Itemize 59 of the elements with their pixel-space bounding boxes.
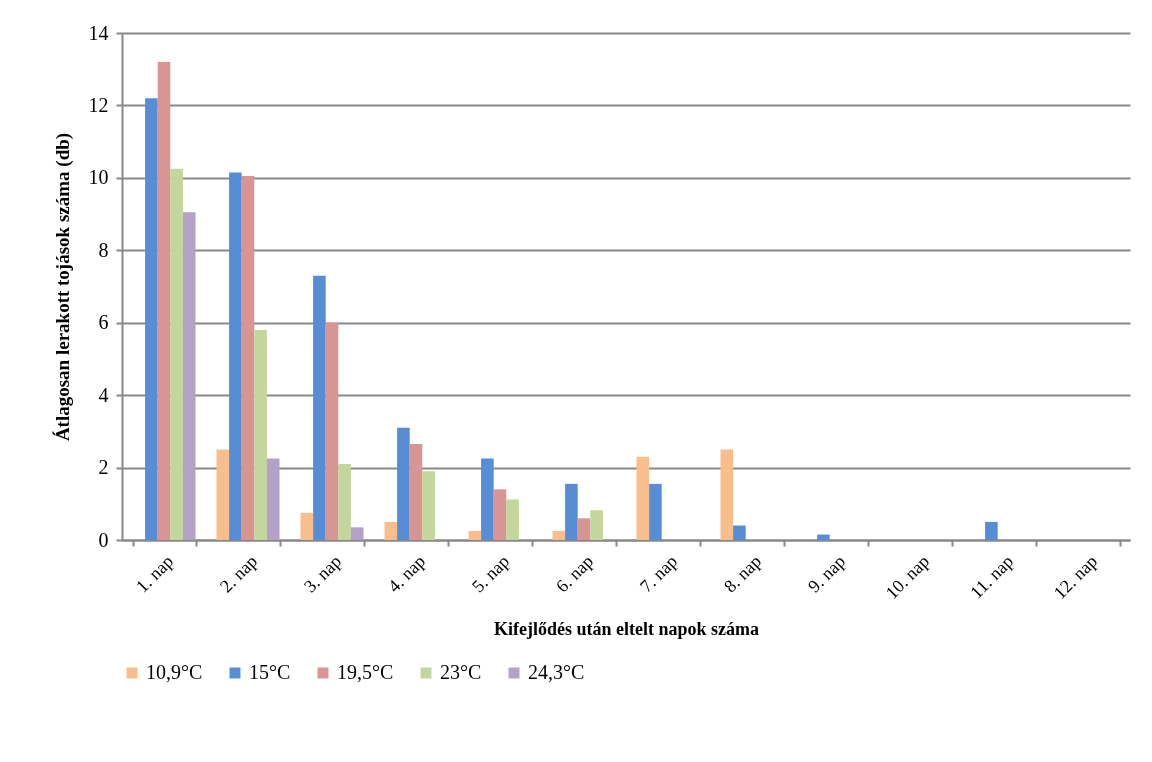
bar [229,172,242,540]
bar [409,444,423,540]
bar [649,483,662,540]
legend-label: 10,9°C [146,661,203,683]
y-tick-label: 4 [98,383,109,406]
y-axis-title: Átlagosan lerakott tojások száma (db) [51,132,74,442]
y-tick-label: 0 [98,528,109,551]
y-tick-label: 8 [98,238,109,261]
y-tick-label: 2 [98,456,109,479]
bar [241,176,255,540]
x-tick-label: 11. nap [966,551,1018,603]
bar [397,427,410,540]
bar [350,527,364,540]
x-tick-label: 1. nap [131,551,178,597]
bar [577,518,591,540]
bar [325,322,339,540]
y-tick-label: 12 [88,93,109,116]
bar [422,471,435,540]
bar [552,530,566,540]
bar [313,275,326,540]
y-tick-label: 10 [88,166,109,189]
bar [468,530,482,540]
x-tick-label: 4. nap [383,551,430,597]
bar [985,521,998,540]
bar [506,499,519,540]
x-tick-label: 10. nap [881,551,934,603]
bar [170,168,183,540]
y-tick-label: 6 [98,311,109,334]
bar [182,212,196,540]
bar [590,510,603,540]
legend-label: 23°C [440,661,482,683]
bar [254,329,267,540]
bar [733,525,746,540]
x-tick-label: 6. nap [551,551,598,597]
x-tick-label: 8. nap [719,551,766,597]
x-tick-label: 9. nap [803,551,850,597]
legend-label: 19,5°C [337,661,394,683]
bar [300,512,314,540]
bar [817,534,830,540]
x-tick-label: 3. nap [299,551,346,597]
legend-label: 24,3°C [528,661,585,683]
bar [157,61,171,540]
legend-label: 15°C [249,661,291,683]
x-tick-label: 7. nap [635,551,682,597]
bar [384,521,398,540]
bar [338,463,351,540]
bar [216,449,230,540]
bar [145,98,158,540]
bar [565,483,578,540]
y-tick-label: 14 [88,21,109,44]
x-tick-label: 12. nap [1049,551,1102,603]
bar [493,489,507,540]
x-tick-label: 2. nap [215,551,262,597]
x-tick-label: 5. nap [467,551,514,597]
x-axis-title: Kifejlődés után eltelt napok száma [494,618,759,639]
bar [720,449,734,540]
bar [636,456,650,540]
bar [481,458,494,540]
bar [266,458,280,540]
